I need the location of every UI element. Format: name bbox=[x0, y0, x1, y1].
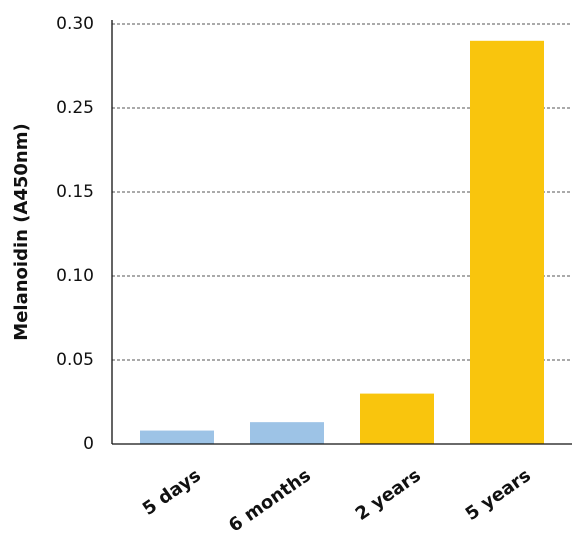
bar bbox=[250, 422, 324, 444]
x-tick-label: 2 years bbox=[352, 465, 425, 525]
y-tick-label: 0.30 bbox=[56, 14, 94, 34]
bar bbox=[360, 393, 434, 444]
x-tick-label: 5 days bbox=[139, 465, 205, 520]
x-tick-label: 5 years bbox=[462, 465, 535, 525]
bar bbox=[470, 40, 544, 445]
bar bbox=[140, 430, 214, 444]
y-tick-label: 0.10 bbox=[56, 266, 94, 286]
y-axis-label: Melanoidin (A450nm) bbox=[11, 123, 32, 340]
y-tick-label: 0 bbox=[83, 434, 94, 454]
y-tick-label: 0.15 bbox=[56, 182, 94, 202]
y-tick-label: 0.25 bbox=[56, 98, 94, 118]
y-tick-label: 0.05 bbox=[56, 350, 94, 370]
x-tick-label: 6 months bbox=[225, 465, 315, 537]
